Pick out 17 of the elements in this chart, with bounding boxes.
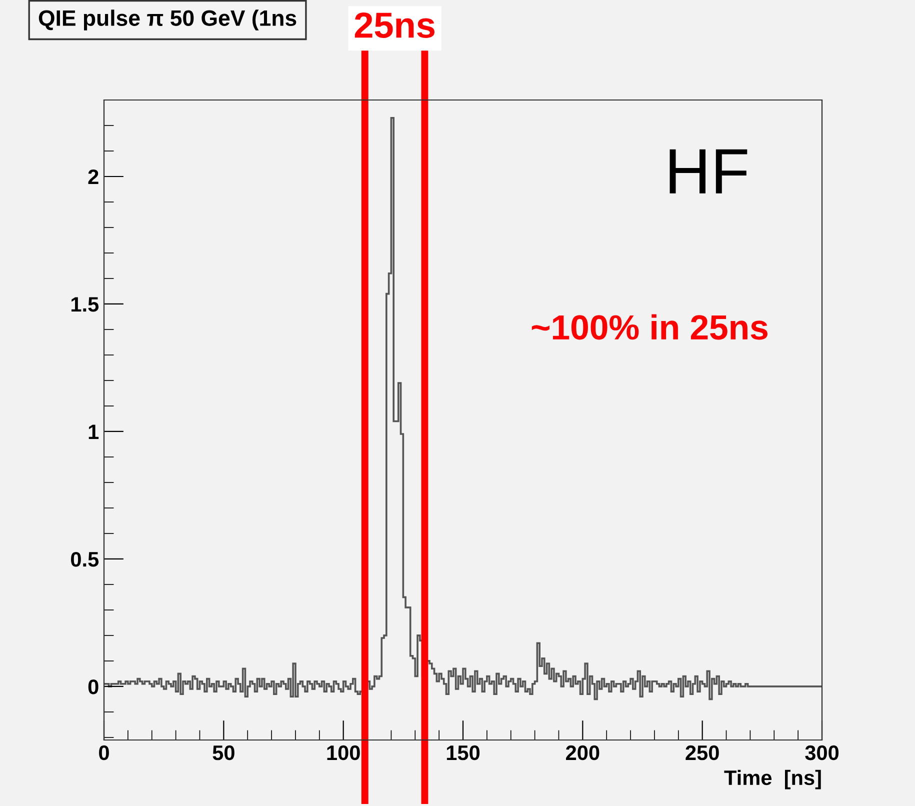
chart-title: QIE pulse π 50 GeV (1ns [38, 10, 296, 30]
x-tick-label: 150 [446, 745, 480, 760]
x-tick-label: 0 [99, 745, 109, 760]
y-tick-label: 1 [88, 424, 99, 440]
x-tick-label: 100 [327, 745, 360, 760]
x-tick-label: 250 [686, 745, 719, 760]
y-tick-label: 0.5 [71, 552, 99, 567]
y-tick-label: 2 [88, 169, 98, 184]
x-tick-label: 300 [805, 745, 839, 760]
y-tick-label: 1.5 [71, 297, 99, 312]
x-tick-label: 200 [566, 745, 600, 760]
ref-line-label: 25ns [354, 12, 434, 38]
x-tick-label: 50 [212, 745, 234, 760]
y-tick-label: 0 [88, 679, 98, 694]
annotation: HF [670, 149, 748, 194]
annotation: ~100% in 25ns [532, 314, 768, 340]
x-axis-title: Time [ns] [724, 770, 821, 790]
